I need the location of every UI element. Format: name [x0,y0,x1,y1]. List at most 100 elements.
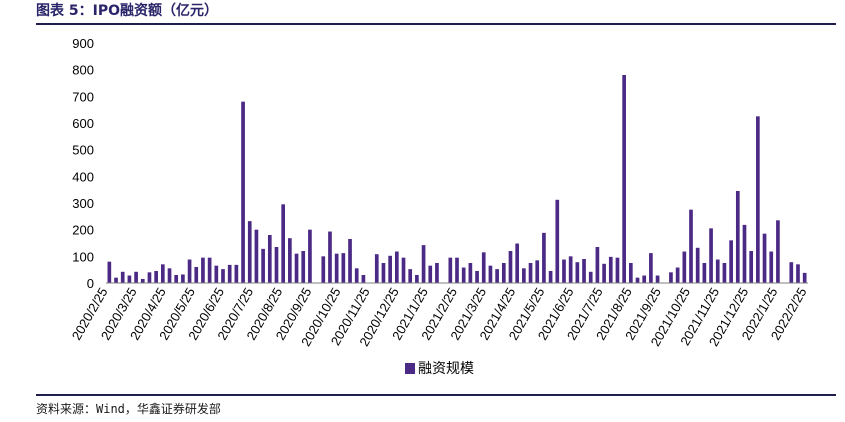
bar [421,245,426,283]
bar [455,257,459,283]
bar [542,232,546,283]
bar [789,262,794,283]
bar [655,275,660,283]
bar [408,269,413,283]
bar [742,224,747,283]
bar [709,228,713,283]
bar [381,263,386,283]
bar [689,209,693,283]
bar [481,252,486,283]
title-divider [36,23,836,25]
bar [107,261,112,283]
bar [702,263,707,283]
bar [114,277,118,283]
bar [749,251,754,283]
bar [394,251,399,283]
bar [435,263,439,283]
bar [154,271,158,283]
bar-series [107,75,807,283]
bar [348,239,352,283]
y-tick-label: 0 [87,276,94,291]
bar [134,271,138,283]
y-tick-label: 700 [72,89,94,104]
bar [415,275,419,283]
bar [201,257,205,283]
y-tick-label: 200 [72,223,94,238]
bar [628,263,633,283]
bar [468,263,473,283]
bar [254,229,259,283]
bar [187,259,192,283]
bar [582,259,586,283]
bar [167,268,172,283]
bar [361,275,366,283]
bar [234,264,239,283]
bar [568,256,573,283]
bar [595,247,600,283]
bar [227,264,232,283]
bar [501,263,506,283]
figure-title: 图表 5：IPO融资额（亿元） [36,3,218,19]
footer-divider [36,394,836,396]
bar [769,251,774,283]
bar [374,254,379,283]
legend-label: 融资规模 [418,360,474,376]
bar [508,251,513,283]
source-note: 资料来源：Wind，华鑫证券研发部 [36,402,221,416]
bar [602,263,606,283]
bar [261,248,265,283]
bar [635,277,640,283]
bar [675,267,680,283]
bar [401,257,406,283]
bar [555,199,560,283]
bar [281,204,286,283]
bar [608,256,613,283]
bar [120,271,125,283]
bar [241,101,245,283]
y-tick-label: 900 [72,36,94,51]
bar [461,267,466,283]
x-axis: 2020/2/252020/3/252020/4/252020/5/252020… [69,282,810,349]
bar [588,271,593,283]
bar [528,263,533,283]
bar [321,256,326,283]
bar [174,275,179,283]
bar [622,75,626,283]
bar [294,253,299,283]
bar [341,253,346,283]
bar [762,233,767,283]
y-tick-label: 600 [72,116,94,131]
bar [140,279,145,283]
y-axis: 0 100 200 300 400 500 600 700 800 900 [72,36,94,291]
bar [475,271,479,283]
bar [722,263,727,283]
bar [147,272,152,283]
bar [207,257,212,283]
legend: 融资规模 [405,360,474,376]
bar [127,275,132,283]
bar [729,240,733,283]
y-tick-label: 500 [72,143,94,158]
bar [288,238,292,283]
bar [522,268,526,283]
bar [715,259,720,283]
bar [388,255,392,283]
bar [682,251,687,283]
bar [301,251,306,283]
bar [428,265,433,283]
bar [495,269,499,283]
y-tick-label: 800 [72,63,94,78]
bar [669,272,673,283]
bar [515,243,520,283]
bar [274,247,279,283]
bar [334,253,339,283]
bar [194,267,199,283]
bar [649,253,653,283]
bar [328,231,332,283]
bar [160,264,165,283]
bar [575,262,580,283]
bar [642,275,647,283]
bar [488,265,493,283]
bar [796,264,800,283]
